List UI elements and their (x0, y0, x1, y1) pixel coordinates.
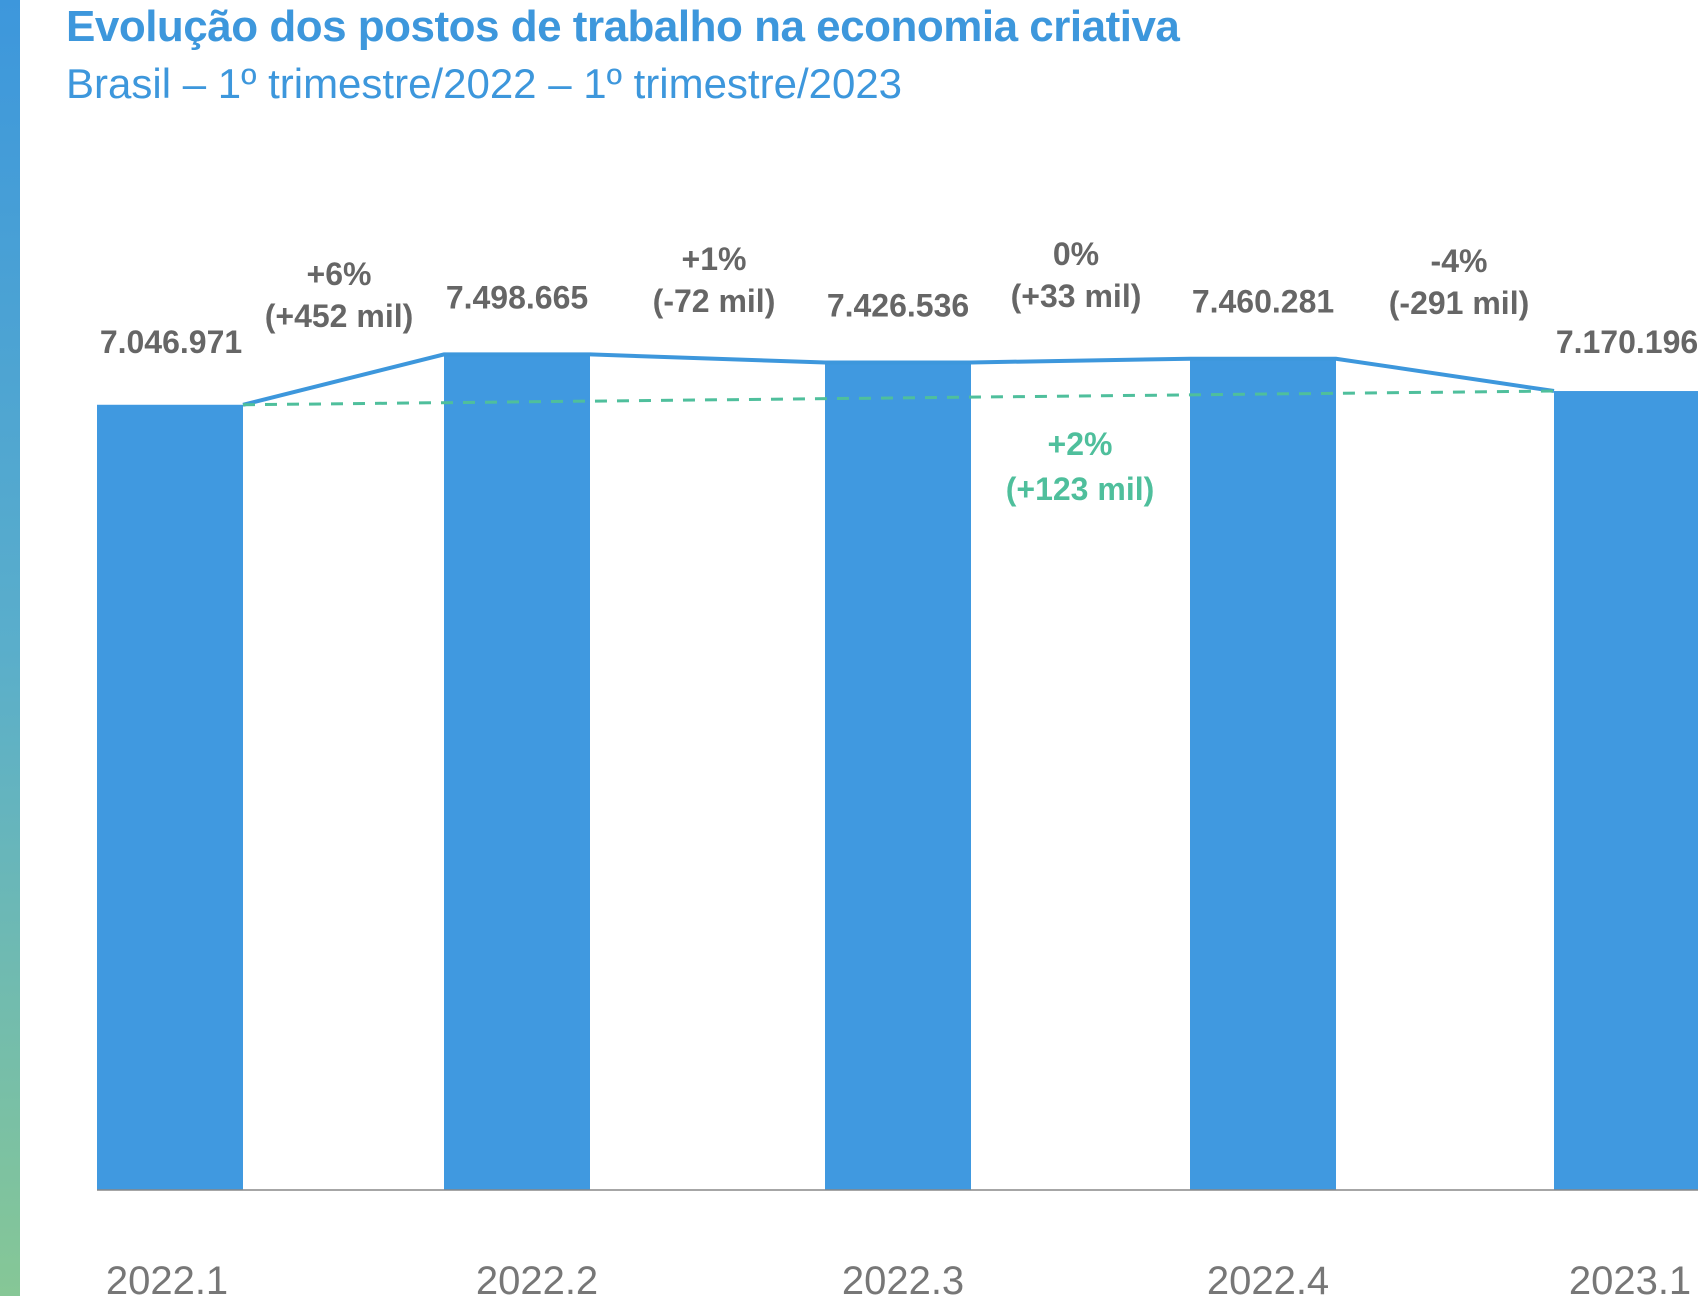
side-accent-bar (0, 0, 20, 1296)
x-tick-label-2022.3: 2022.3 (842, 1259, 964, 1303)
change-abs-label-4: (-291 mil) (1389, 285, 1529, 321)
value-label-2022.2: 7.498.665 (446, 279, 588, 315)
chart-subtitle: Brasil – 1º trimestre/2022 – 1º trimestr… (66, 60, 903, 107)
change-abs-label-3: (+33 mil) (1011, 278, 1142, 314)
bar-2022.2 (444, 354, 590, 1191)
bar-2022.3 (825, 362, 971, 1191)
x-tick-label-2022.2: 2022.2 (476, 1259, 598, 1303)
bar-2022.4 (1190, 358, 1336, 1190)
trend-pct-label: +2% (1048, 426, 1113, 462)
x-tick-label-2022.1: 2022.1 (106, 1259, 228, 1303)
bar-2023.1 (1554, 391, 1698, 1191)
value-label-2022.1: 7.046.971 (100, 324, 242, 360)
x-tick-label-2023.1: 2023.1 (1569, 1259, 1691, 1303)
change-pct-label-3: 0% (1053, 236, 1099, 272)
change-pct-label-4: -4% (1431, 243, 1488, 279)
change-pct-label-1: +6% (307, 256, 372, 292)
value-label-2022.4: 7.460.281 (1192, 284, 1334, 320)
chart-title: Evolução dos postos de trabalho na econo… (66, 2, 1180, 51)
change-pct-label-2: +1% (682, 241, 747, 277)
value-label-2023.1: 7.170.196 (1556, 324, 1698, 360)
x-tick-label-2022.4: 2022.4 (1207, 1259, 1329, 1303)
bar-2022.1 (97, 404, 243, 1190)
connector-line (242, 352, 1555, 407)
change-abs-label-2: (-72 mil) (653, 283, 776, 319)
trend-abs-label: (+123 mil) (1006, 471, 1155, 507)
value-label-2022.3: 7.426.536 (827, 287, 969, 323)
change-abs-label-1: (+452 mil) (265, 298, 414, 334)
